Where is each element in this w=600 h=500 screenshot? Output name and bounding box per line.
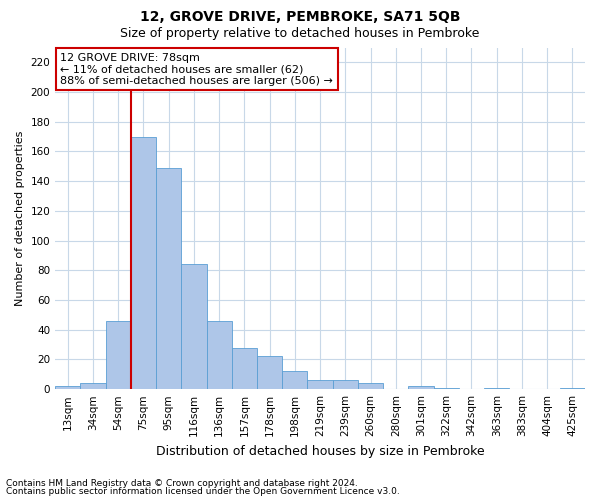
Bar — [181, 264, 206, 389]
Text: Size of property relative to detached houses in Pembroke: Size of property relative to detached ho… — [121, 28, 479, 40]
Bar — [80, 383, 106, 389]
Bar — [484, 388, 509, 389]
Bar — [409, 386, 434, 389]
Bar — [156, 168, 181, 389]
Bar — [232, 348, 257, 389]
Bar — [257, 356, 282, 389]
X-axis label: Distribution of detached houses by size in Pembroke: Distribution of detached houses by size … — [156, 444, 484, 458]
Bar — [358, 383, 383, 389]
Bar — [55, 386, 80, 389]
Bar — [282, 372, 307, 389]
Bar — [206, 321, 232, 389]
Bar — [131, 136, 156, 389]
Text: 12, GROVE DRIVE, PEMBROKE, SA71 5QB: 12, GROVE DRIVE, PEMBROKE, SA71 5QB — [140, 10, 460, 24]
Text: 12 GROVE DRIVE: 78sqm
← 11% of detached houses are smaller (62)
88% of semi-deta: 12 GROVE DRIVE: 78sqm ← 11% of detached … — [61, 52, 334, 86]
Bar — [307, 380, 332, 389]
Bar — [434, 388, 459, 389]
Text: Contains HM Land Registry data © Crown copyright and database right 2024.: Contains HM Land Registry data © Crown c… — [6, 478, 358, 488]
Bar — [332, 380, 358, 389]
Y-axis label: Number of detached properties: Number of detached properties — [15, 130, 25, 306]
Bar — [560, 388, 585, 389]
Text: Contains public sector information licensed under the Open Government Licence v3: Contains public sector information licen… — [6, 487, 400, 496]
Bar — [106, 321, 131, 389]
